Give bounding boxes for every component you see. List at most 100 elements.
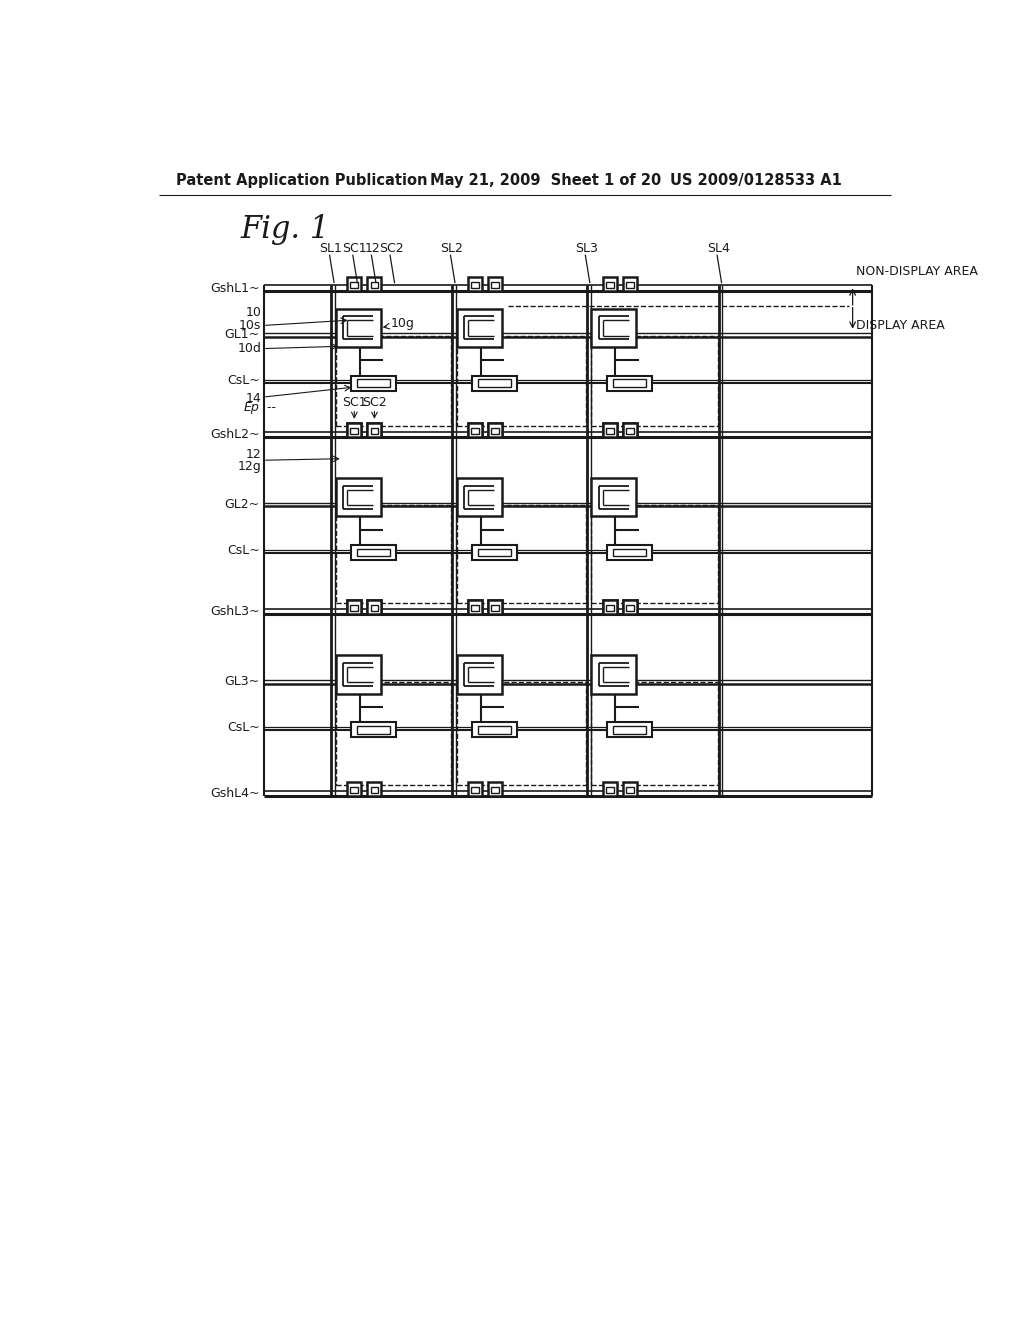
Bar bbox=[347, 424, 361, 437]
Bar bbox=[613, 726, 646, 734]
Bar bbox=[350, 281, 358, 288]
Text: SC1: SC1 bbox=[342, 242, 367, 255]
Bar bbox=[350, 605, 358, 611]
Bar bbox=[488, 424, 503, 437]
Bar bbox=[613, 379, 646, 387]
Bar bbox=[488, 781, 503, 796]
Bar bbox=[468, 601, 482, 614]
Bar bbox=[368, 781, 381, 796]
Bar bbox=[347, 601, 361, 614]
Text: CsL~: CsL~ bbox=[227, 544, 260, 557]
Bar bbox=[603, 781, 617, 796]
Bar bbox=[371, 605, 378, 611]
Text: SC2: SC2 bbox=[362, 396, 387, 409]
Bar bbox=[457, 335, 586, 426]
Text: CsL~: CsL~ bbox=[227, 721, 260, 734]
Bar bbox=[351, 376, 396, 391]
Bar bbox=[606, 428, 614, 434]
Bar bbox=[468, 781, 482, 796]
Bar bbox=[350, 787, 358, 793]
Bar bbox=[627, 787, 634, 793]
Bar bbox=[347, 781, 361, 796]
Text: CsL~: CsL~ bbox=[227, 375, 260, 388]
Text: May 21, 2009  Sheet 1 of 20: May 21, 2009 Sheet 1 of 20 bbox=[430, 173, 662, 189]
Bar bbox=[488, 601, 503, 614]
Bar bbox=[471, 787, 479, 793]
Bar bbox=[368, 601, 381, 614]
Bar bbox=[457, 682, 586, 785]
Bar bbox=[592, 655, 636, 693]
Text: NON-DISPLAY AREA: NON-DISPLAY AREA bbox=[856, 265, 978, 279]
Bar bbox=[624, 277, 637, 290]
Bar bbox=[471, 605, 479, 611]
Bar bbox=[624, 424, 637, 437]
Bar bbox=[371, 787, 378, 793]
Bar bbox=[492, 428, 500, 434]
Bar bbox=[492, 605, 500, 611]
Bar bbox=[606, 605, 614, 611]
Bar bbox=[336, 682, 452, 785]
Bar bbox=[478, 379, 511, 387]
Bar bbox=[492, 428, 500, 434]
Bar bbox=[357, 726, 390, 734]
Bar bbox=[350, 428, 358, 434]
Bar bbox=[624, 601, 637, 614]
Text: SL2: SL2 bbox=[440, 242, 464, 255]
Bar bbox=[468, 424, 482, 437]
Bar bbox=[357, 379, 390, 387]
Bar bbox=[606, 281, 614, 288]
Bar bbox=[603, 424, 617, 437]
Bar bbox=[606, 605, 614, 611]
Text: SL1: SL1 bbox=[319, 242, 342, 255]
Bar bbox=[627, 605, 634, 611]
Bar bbox=[347, 424, 361, 437]
Text: DISPLAY AREA: DISPLAY AREA bbox=[856, 319, 945, 333]
Text: SL4: SL4 bbox=[708, 242, 730, 255]
Bar bbox=[371, 281, 378, 288]
Bar bbox=[457, 478, 502, 516]
Bar bbox=[336, 335, 452, 426]
Bar bbox=[592, 506, 718, 603]
Bar bbox=[471, 605, 479, 611]
Bar bbox=[488, 277, 503, 290]
Bar bbox=[371, 428, 378, 434]
Text: 10s: 10s bbox=[239, 319, 261, 333]
Bar bbox=[627, 428, 634, 434]
Bar bbox=[624, 424, 637, 437]
Bar bbox=[347, 601, 361, 614]
Bar bbox=[592, 335, 718, 426]
Bar bbox=[624, 781, 637, 796]
Text: US 2009/0128533 A1: US 2009/0128533 A1 bbox=[671, 173, 843, 189]
Text: 12: 12 bbox=[246, 447, 261, 461]
Bar bbox=[351, 722, 396, 738]
Bar bbox=[478, 726, 511, 734]
Bar bbox=[347, 277, 361, 290]
Bar bbox=[606, 787, 614, 793]
Text: Fig. 1: Fig. 1 bbox=[241, 214, 330, 244]
Bar bbox=[607, 722, 652, 738]
Bar bbox=[472, 545, 517, 561]
Bar bbox=[457, 655, 502, 693]
Bar bbox=[624, 601, 637, 614]
Bar bbox=[627, 428, 634, 434]
Bar bbox=[592, 682, 718, 785]
Text: GshL1~: GshL1~ bbox=[210, 282, 260, 296]
Bar bbox=[457, 309, 502, 347]
Text: 12: 12 bbox=[365, 242, 381, 255]
Bar bbox=[603, 601, 617, 614]
Text: 10d: 10d bbox=[238, 342, 261, 355]
Bar bbox=[488, 601, 503, 614]
Bar bbox=[592, 309, 636, 347]
Bar bbox=[371, 428, 378, 434]
Text: SL3: SL3 bbox=[575, 242, 598, 255]
Bar bbox=[472, 722, 517, 738]
Text: --: -- bbox=[263, 401, 275, 414]
Text: Ep: Ep bbox=[244, 401, 260, 414]
Bar bbox=[606, 428, 614, 434]
Bar bbox=[336, 655, 381, 693]
Text: 12g: 12g bbox=[238, 459, 261, 473]
Bar bbox=[603, 424, 617, 437]
Bar bbox=[471, 281, 479, 288]
Text: Patent Application Publication: Patent Application Publication bbox=[176, 173, 428, 189]
Text: GL3~: GL3~ bbox=[224, 675, 260, 688]
